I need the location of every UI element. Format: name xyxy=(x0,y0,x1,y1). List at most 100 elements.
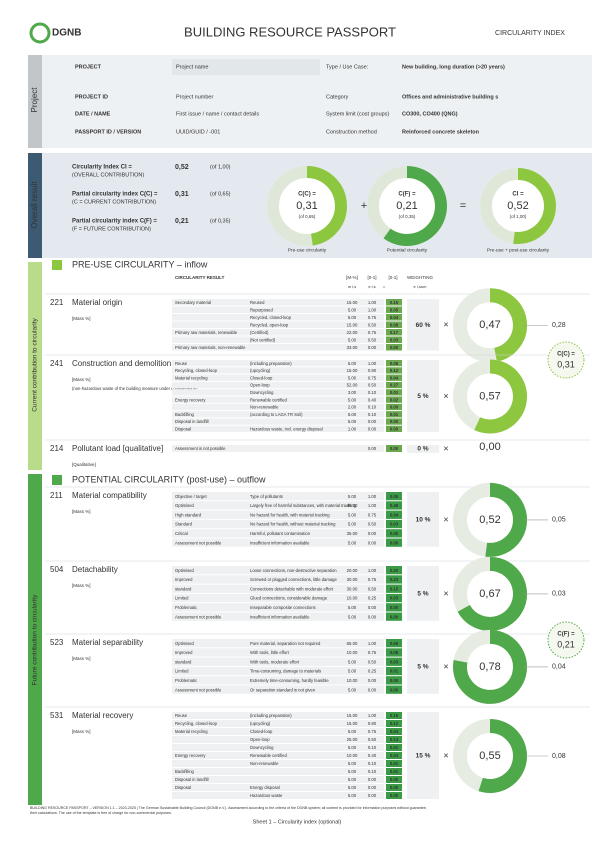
row-bg xyxy=(172,760,384,767)
section-icon xyxy=(52,260,62,270)
cell: 15.00 xyxy=(347,300,358,305)
cell: Non-renewable xyxy=(250,761,279,766)
cell: 5.00 xyxy=(348,785,357,790)
total-label: C(C) = xyxy=(557,352,575,358)
result-cell xyxy=(386,314,402,321)
result-cell xyxy=(386,396,402,403)
row-value: 0,21 xyxy=(175,218,189,225)
operator: = xyxy=(460,200,466,212)
cell: 1.00 xyxy=(368,300,377,305)
group-number: 211 xyxy=(50,491,63,500)
donut-of: (of 1,00) xyxy=(510,214,527,219)
row-label: (F = FUTURE CONTRIBUTION) xyxy=(72,226,151,232)
group-number: 241 xyxy=(50,359,64,368)
cell: Reuse xyxy=(175,361,188,366)
donut-value: 0,21 xyxy=(396,200,417,212)
group-number: 504 xyxy=(50,565,64,574)
result-cell xyxy=(386,685,402,694)
row-bg xyxy=(172,575,384,584)
row-bg xyxy=(172,752,384,759)
donut-arc xyxy=(474,359,527,434)
cell: 20.00 xyxy=(347,568,358,573)
cell: 0.50 xyxy=(368,659,377,664)
donut-arc xyxy=(478,719,527,793)
donut-arc xyxy=(485,482,527,557)
cell: No hazard for health, without material t… xyxy=(250,522,336,527)
cell: 0.10 xyxy=(368,390,377,395)
row-of: (of 0,65) xyxy=(210,191,231,197)
row-of: (of 1,00) xyxy=(210,164,231,170)
row-bg xyxy=(172,381,384,389)
cell: 1.00 xyxy=(348,426,357,431)
cell: 0.03 xyxy=(390,337,399,342)
cell: 0.50 xyxy=(368,586,377,591)
cell: standard xyxy=(175,659,192,664)
cell: 0.03 xyxy=(390,659,399,664)
cell: 0.50 xyxy=(368,322,377,327)
donut-label: C(C) = xyxy=(298,192,316,198)
donut-arc xyxy=(383,166,447,246)
cell: 0.17 xyxy=(390,330,399,335)
cell: Primary raw materials, non-renewable xyxy=(175,345,246,350)
cell: Reuse xyxy=(175,713,188,718)
cell: 0.75 xyxy=(368,729,377,734)
cell: 1.00 xyxy=(368,494,377,499)
footer-note: their calculations. The use of the templ… xyxy=(30,811,172,815)
field-label: Construction method xyxy=(326,129,377,135)
times: × xyxy=(443,320,448,330)
cell: Connections detachable with moderate eff… xyxy=(250,586,334,591)
field-label: PASSPORT ID / VERSION xyxy=(75,129,141,135)
cell: 0.15 xyxy=(390,586,399,591)
cell: 1.00 xyxy=(368,361,377,366)
cell: Glued connections, considerable damage xyxy=(250,596,328,601)
cell: 0.00 xyxy=(368,678,377,683)
field-label: Category xyxy=(326,94,349,100)
cell: 0.00 xyxy=(368,446,377,451)
cell: 5.00 xyxy=(348,512,357,517)
group-unit: [Mass %] xyxy=(72,583,91,588)
weighting-box xyxy=(407,639,439,694)
cell: 5.00 xyxy=(348,419,357,424)
cell: 0.50 xyxy=(368,737,377,742)
cell: 5.00 xyxy=(348,669,357,674)
row-bg xyxy=(172,792,384,799)
row-label: Circularity Index CI = xyxy=(72,165,132,171)
cell: 0.00 xyxy=(368,531,377,536)
cell: Optimised xyxy=(175,568,195,573)
cell: 0.10 xyxy=(368,745,377,750)
result-cell xyxy=(386,768,402,775)
cell: Downcycling xyxy=(250,745,274,750)
cell: Non-renewable xyxy=(250,405,279,410)
row-bg xyxy=(172,593,384,603)
weighting: 0 % xyxy=(417,446,428,453)
row-value: 0,52 xyxy=(175,164,189,171)
result-cell xyxy=(386,584,402,593)
result-cell xyxy=(386,792,402,799)
result-cell xyxy=(386,321,402,328)
cell: Type of pollutants xyxy=(250,494,283,499)
table-header: WEIGHTING xyxy=(407,275,433,280)
weighting: 5 % xyxy=(417,591,428,598)
cell: 0.04 xyxy=(390,753,399,758)
field-value: Offices and administrative building s xyxy=(402,94,498,100)
field-value: First issue / name / contact details xyxy=(176,111,259,117)
group-result: 0,78 xyxy=(479,661,500,673)
cell: With tools, moderate effort xyxy=(250,659,300,664)
donut-of: (of 0,65) xyxy=(299,214,316,219)
cell: 0.00 xyxy=(368,605,377,610)
row-bg xyxy=(172,784,384,791)
cell: 0.10 xyxy=(368,761,377,766)
result-cell xyxy=(386,306,402,313)
result-cell xyxy=(386,519,402,529)
donut-label: C(F) = xyxy=(398,192,416,198)
result-cell xyxy=(386,389,402,396)
table-header: [0-1] xyxy=(388,275,397,280)
total-value: 0,21 xyxy=(557,639,575,649)
cell: 0.10 xyxy=(368,405,377,410)
cell: (Certified) xyxy=(250,330,269,335)
overall-strip xyxy=(28,153,42,258)
cell: Assessment not possible xyxy=(175,687,222,692)
contribution: 0,05 xyxy=(552,517,566,524)
group-title: Material separability xyxy=(72,638,143,647)
cell: Energy recovery xyxy=(175,753,206,758)
